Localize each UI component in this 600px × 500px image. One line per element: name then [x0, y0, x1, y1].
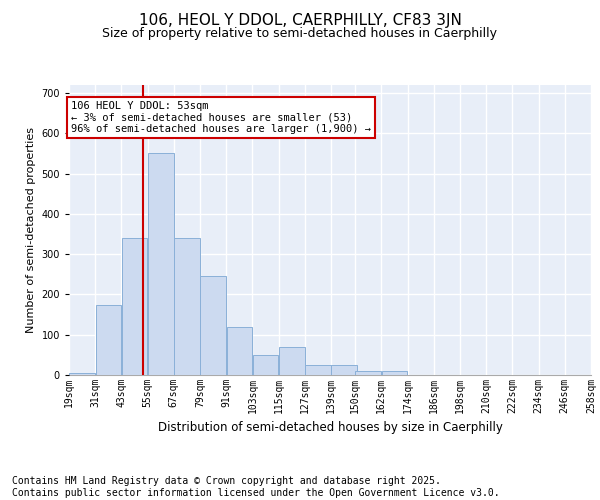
Bar: [382, 371, 407, 375]
Text: Size of property relative to semi-detached houses in Caerphilly: Size of property relative to semi-detach…: [103, 28, 497, 40]
Bar: [70, 373, 95, 375]
Bar: [200, 276, 226, 375]
Bar: [305, 365, 331, 375]
Text: Contains HM Land Registry data © Crown copyright and database right 2025.
Contai: Contains HM Land Registry data © Crown c…: [12, 476, 500, 498]
Y-axis label: Number of semi-detached properties: Number of semi-detached properties: [26, 127, 36, 333]
Bar: [253, 355, 278, 375]
Bar: [279, 347, 305, 375]
Bar: [355, 371, 381, 375]
Text: 106, HEOL Y DDOL, CAERPHILLY, CF83 3JN: 106, HEOL Y DDOL, CAERPHILLY, CF83 3JN: [139, 12, 461, 28]
Bar: [174, 238, 200, 375]
Bar: [331, 365, 357, 375]
X-axis label: Distribution of semi-detached houses by size in Caerphilly: Distribution of semi-detached houses by …: [158, 422, 502, 434]
Bar: [148, 154, 173, 375]
Text: 106 HEOL Y DDOL: 53sqm
← 3% of semi-detached houses are smaller (53)
96% of semi: 106 HEOL Y DDOL: 53sqm ← 3% of semi-deta…: [71, 101, 371, 134]
Bar: [227, 326, 252, 375]
Bar: [122, 238, 148, 375]
Bar: [95, 304, 121, 375]
